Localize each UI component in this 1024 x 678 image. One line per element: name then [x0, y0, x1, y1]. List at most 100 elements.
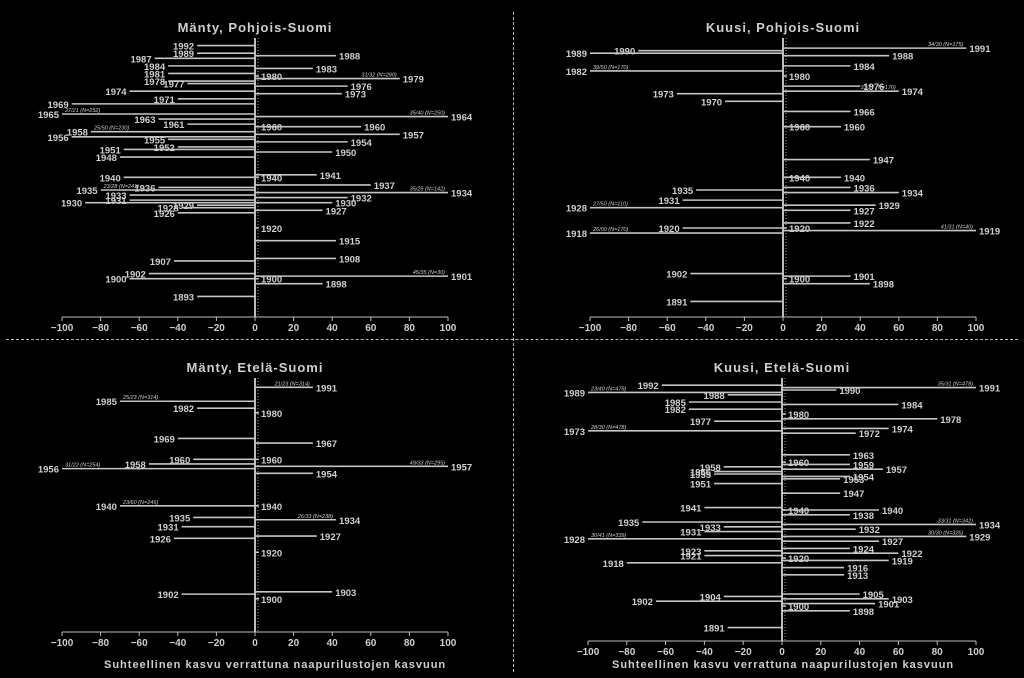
bar-year-label: 1952: [154, 143, 175, 154]
bar-year-label: 1984: [144, 62, 166, 73]
bar-year-label: 1900: [261, 595, 282, 606]
bar-note-label: 27/21 (N=252): [64, 108, 100, 114]
bar-year-label: 1991: [316, 383, 338, 394]
bar-year-label: 1934: [979, 520, 1001, 531]
bar-year-label: 1926: [150, 534, 171, 545]
bar-year-label: 1982: [173, 404, 194, 415]
bar-year-label: 1960: [261, 123, 282, 134]
bar-year-label: 1987: [130, 54, 151, 65]
bar-year-label: 1929: [879, 201, 900, 212]
bar-note-label: 31/22 (N=254): [65, 463, 100, 469]
chart-panel-manty-etela: Mänty, Etelä-Suomi −100 −80 −60 −40 −20 0 20 40 6…: [38, 360, 472, 649]
bar-note-label: 23/28 (N=241): [103, 184, 139, 190]
bar-year-label: 1951: [100, 145, 122, 156]
x-tick-label: −100: [579, 323, 602, 334]
bar-year-label: 1923: [680, 547, 701, 558]
chart-panel-kuusi-pohjois: Kuusi, Pohjois-Suomi −100 −80 −60 −40 −20 0 20 4…: [566, 20, 1000, 334]
bar-note-label: 26/00 (N=170): [592, 227, 628, 233]
chart-title: Kuusi, Pohjois-Suomi: [706, 20, 860, 35]
bar-year-label: 1902: [666, 270, 687, 281]
bar-year-label: 1940: [882, 506, 903, 517]
bar-year-label: 1971: [154, 95, 176, 106]
x-tick-label: −80: [618, 647, 635, 658]
bar-year-label: 1900: [788, 602, 809, 613]
x-tick-label: −100: [51, 323, 74, 334]
bar-year-label: 1965: [38, 110, 60, 121]
chart-panel-manty-pohjois: Mänty, Pohjois-Suomi −100 −80 −60 −40 −20 0 20 4…: [38, 20, 473, 334]
bar-year-label: 1918: [566, 229, 587, 240]
bar-year-label: 1974: [105, 87, 127, 98]
bar-year-label: 1940: [788, 506, 809, 517]
bar-note-label: 35/25 (N=142): [410, 187, 445, 193]
bar-year-label: 1940: [261, 502, 282, 513]
bar-year-label: 1960: [788, 458, 809, 469]
x-tick-label: 0: [252, 638, 258, 649]
bar-year-label: 1940: [789, 173, 810, 184]
bar-year-label: 1929: [969, 532, 990, 543]
bar-note-label: 33/31 (N=342): [938, 518, 973, 524]
bar-year-label: 1937: [374, 181, 395, 192]
x-tick-label: −40: [169, 323, 186, 334]
bar-year-label: 1970: [701, 97, 722, 108]
bar-year-label: 1940: [96, 502, 117, 513]
chart-title: Mänty, Etelä-Suomi: [187, 360, 324, 375]
x-tick-label: −40: [169, 638, 186, 649]
x-tick-label: 0: [252, 323, 258, 334]
bar-year-label: 1901: [878, 600, 900, 611]
bar-year-label: 1938: [853, 511, 874, 522]
bar-year-label: 1933: [700, 523, 721, 534]
x-tick-label: 20: [288, 323, 300, 334]
x-tick-label: 60: [365, 638, 377, 649]
x-tick-label: 80: [932, 647, 944, 658]
x-tick-label: −80: [92, 638, 109, 649]
bar-year-label: 1903: [892, 595, 913, 606]
chart-panel-kuusi-etela: Kuusi, Etelä-Suomi −100 −80 −60 −40 −20 0 20 40 6…: [564, 360, 1001, 658]
bar-year-label: 1976: [863, 82, 884, 93]
bar-year-label: 1956: [690, 468, 711, 479]
bar-year-label: 1903: [335, 588, 356, 599]
bar-year-label: 1984: [854, 62, 876, 73]
bar-year-label: 1954: [853, 472, 875, 483]
bar-year-label: 1901: [854, 272, 876, 283]
x-tick-label: 60: [893, 323, 905, 334]
bar-year-label: 1935: [169, 513, 191, 524]
bar-year-label: 1927: [854, 206, 875, 217]
x-axis-label-right: Suhteellinen kasvu verrattuna naapurilus…: [612, 659, 955, 671]
bar-year-label: 1955: [144, 135, 166, 146]
bar-year-label: 1927: [320, 532, 341, 543]
bar-year-label: 1978: [940, 415, 961, 426]
bar-year-label: 1941: [680, 504, 702, 515]
bar-year-label: 1926: [154, 209, 175, 220]
bar-year-label: 1931: [158, 523, 180, 534]
bar-note-label: 34/30 (N=175): [928, 42, 963, 48]
x-tick-label: −20: [736, 323, 753, 334]
x-tick-label: 60: [893, 647, 905, 658]
bar-note-label: 35/31 (N=478): [938, 382, 973, 388]
bar-year-label: 1989: [564, 388, 585, 399]
bar-year-label: 1988: [892, 52, 913, 63]
bar-year-label: 1936: [134, 183, 155, 194]
bar-year-label: 1959: [853, 460, 874, 471]
bar-year-label: 1902: [125, 270, 146, 281]
bar-year-label: 1985: [96, 397, 118, 408]
bar-year-label: 1922: [854, 219, 875, 230]
bar-year-label: 1930: [335, 199, 356, 210]
bar-year-label: 1954: [351, 138, 373, 149]
bar-year-label: 1960: [364, 123, 385, 134]
x-tick-label: 80: [404, 638, 416, 649]
bar-year-label: 1957: [886, 465, 907, 476]
bar-year-label: 1905: [863, 590, 885, 601]
bar-year-label: 1902: [632, 597, 653, 608]
bar-year-label: 1957: [403, 130, 424, 141]
bar-year-label: 1982: [665, 405, 686, 416]
x-tick-label: −60: [659, 323, 676, 334]
bar-year-label: 1924: [853, 544, 875, 555]
bar-year-label: 1969: [48, 100, 69, 111]
horizontal-divider: [6, 339, 1018, 340]
bar-year-label: 1927: [326, 206, 347, 217]
x-tick-label: 20: [816, 323, 828, 334]
x-tick-label: 40: [327, 323, 339, 334]
chart-title: Kuusi, Etelä-Suomi: [714, 360, 850, 375]
bar-year-label: 1947: [843, 489, 864, 500]
bar-year-label: 1935: [618, 518, 640, 529]
